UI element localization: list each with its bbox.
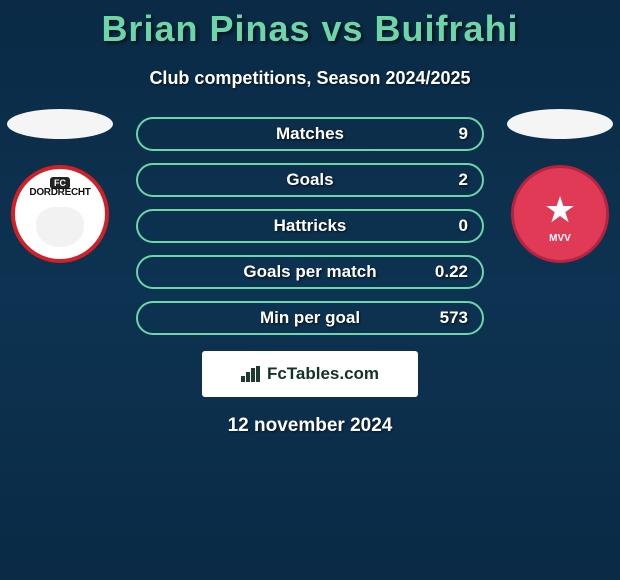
stat-matches-label: Matches bbox=[276, 124, 344, 144]
stat-mpg-label: Min per goal bbox=[260, 308, 360, 328]
stat-matches-right: 9 bbox=[459, 124, 468, 144]
stat-row-hattricks: Hattricks 0 bbox=[136, 209, 484, 243]
stat-hattricks-label: Hattricks bbox=[274, 216, 347, 236]
stat-goals-label: Goals bbox=[286, 170, 333, 190]
stat-goals-right: 2 bbox=[459, 170, 468, 190]
fctables-text: FcTables.com bbox=[267, 364, 379, 384]
dordrecht-sheep-icon bbox=[36, 207, 84, 247]
stat-row-mpg: Min per goal 573 bbox=[136, 301, 484, 335]
mvv-star-icon: ★ bbox=[544, 192, 576, 228]
right-player-column: ★ MVV bbox=[500, 109, 620, 263]
stat-gpm-label: Goals per match bbox=[243, 262, 376, 282]
comparison-subtitle: Club competitions, Season 2024/2025 bbox=[0, 68, 620, 89]
stat-row-goals: Goals 2 bbox=[136, 163, 484, 197]
stat-mpg-right: 573 bbox=[440, 308, 468, 328]
right-club-badge: ★ MVV bbox=[511, 165, 609, 263]
content-area: FC DORDRECHT ★ MVV Matches 9 Goals 2 Hat… bbox=[0, 117, 620, 437]
fctables-chart-icon bbox=[241, 366, 261, 382]
stat-row-matches: Matches 9 bbox=[136, 117, 484, 151]
dordrecht-text: DORDRECHT bbox=[29, 187, 90, 198]
left-player-avatar-placeholder bbox=[7, 109, 113, 139]
mvv-text: MVV bbox=[549, 233, 571, 244]
stat-row-gpm: Goals per match 0.22 bbox=[136, 255, 484, 289]
right-player-avatar-placeholder bbox=[507, 109, 613, 139]
snapshot-date: 12 november 2024 bbox=[0, 415, 620, 437]
stats-list: Matches 9 Goals 2 Hattricks 0 Goals per … bbox=[136, 117, 484, 335]
branding-box[interactable]: FcTables.com bbox=[202, 351, 418, 397]
stat-hattricks-right: 0 bbox=[459, 216, 468, 236]
left-club-badge: FC DORDRECHT bbox=[11, 165, 109, 263]
left-player-column: FC DORDRECHT bbox=[0, 109, 120, 263]
stat-gpm-right: 0.22 bbox=[435, 262, 468, 282]
comparison-title: Brian Pinas vs Buifrahi bbox=[0, 0, 620, 50]
